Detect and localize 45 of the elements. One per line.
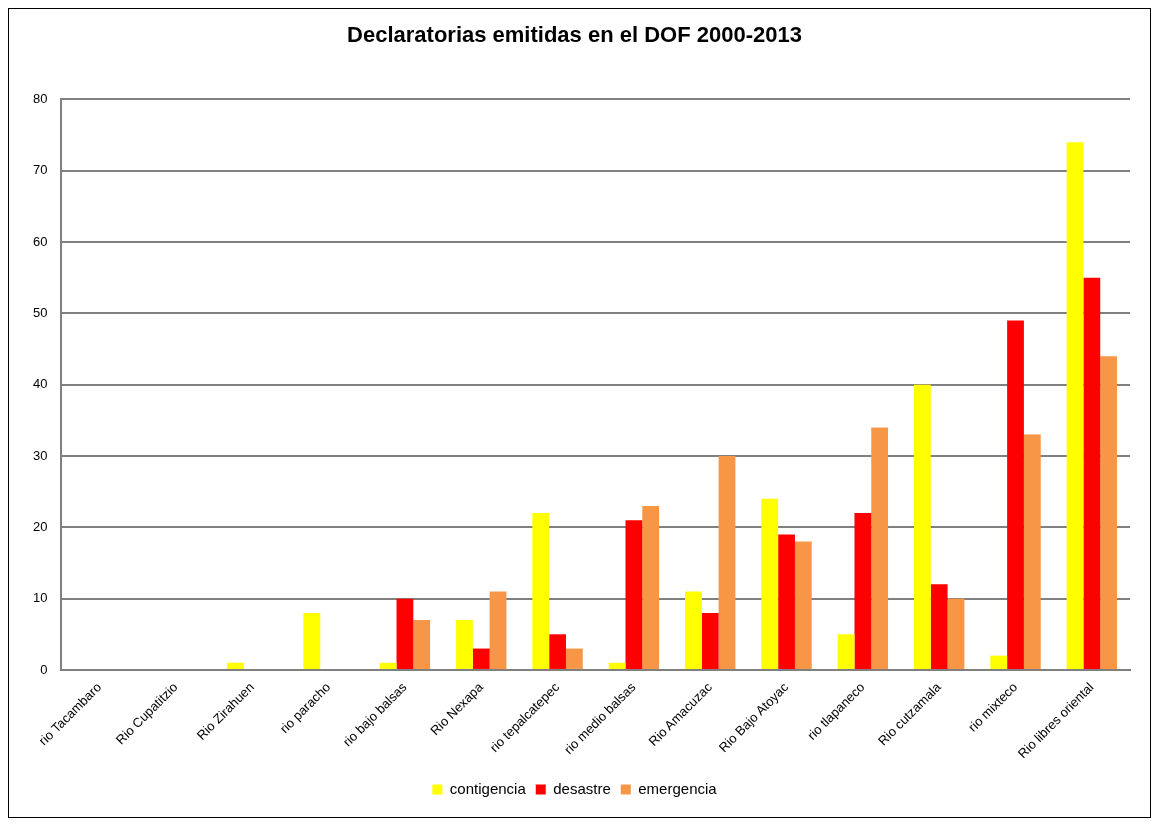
y-tick-label: 50: [32, 304, 48, 320]
bar: [532, 513, 550, 669]
y-tick-label: 0: [40, 661, 48, 677]
bar: [837, 634, 855, 669]
bar: [456, 620, 473, 669]
bar: [1066, 142, 1084, 669]
bar: [718, 456, 736, 669]
bar: [701, 612, 719, 669]
bar: [227, 662, 244, 669]
bar: [642, 505, 660, 669]
bar: [413, 620, 431, 669]
bar: [1023, 434, 1041, 669]
bar: [854, 513, 872, 669]
y-tick-label: 20: [32, 518, 48, 534]
bar: [489, 591, 507, 669]
y-tick-label: 40: [32, 376, 48, 392]
chart-title: Declaratorias emitidas en el DOF 2000-2013: [347, 22, 802, 48]
bar: [685, 591, 702, 669]
bar: [947, 598, 965, 669]
bar: [778, 534, 795, 669]
bar: [379, 662, 397, 669]
bar: [1100, 356, 1118, 669]
legend-label: contigencia: [449, 779, 527, 797]
y-tick-label: 80: [32, 90, 48, 106]
bar: [930, 584, 948, 669]
bar: [914, 384, 931, 669]
y-tick-label: 70: [32, 162, 48, 178]
y-tick-label: 60: [32, 233, 48, 249]
bar: [303, 612, 321, 669]
y-tick-label: 30: [32, 447, 48, 463]
bar: [871, 427, 889, 669]
bar: [1007, 320, 1024, 669]
bar: [608, 662, 626, 669]
bar: [549, 634, 566, 669]
bar: [396, 598, 414, 669]
bar: [1083, 277, 1101, 669]
bar: [565, 648, 583, 669]
bar: [794, 541, 812, 669]
bar: [472, 648, 490, 669]
bar: [761, 498, 779, 669]
bar: [625, 520, 643, 669]
legend-label: emergencia: [638, 779, 718, 797]
legend-label: desastre: [553, 779, 611, 797]
bar: [990, 655, 1008, 669]
y-tick-label: 10: [32, 590, 48, 606]
